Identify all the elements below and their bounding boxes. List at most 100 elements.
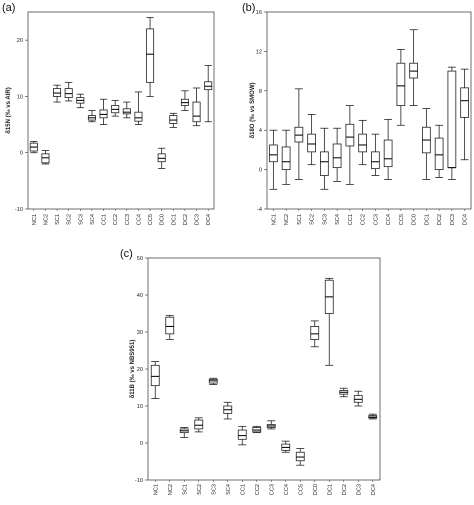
x-tick-label: DC2 [183,214,189,225]
box-DC2 [180,90,189,111]
box-CC3 [266,420,276,430]
y-tick-label: 0 [20,151,23,157]
box-NC2 [41,150,50,165]
y-tick-label: 50 [137,256,143,262]
y-tick-label: 10 [137,404,143,410]
box-SC1 [294,88,304,180]
x-tick-label: NC2 [43,214,49,225]
box-DC3 [192,87,201,127]
iqr-box [157,153,166,163]
y-axis-label: δ18O (‰ vs SMOW) [250,83,256,139]
box-SC1 [53,84,62,103]
iqr-box [237,429,247,440]
y-tick-label: 40 [137,293,143,299]
x-tick-label: CC3 [373,214,379,225]
box-SC3 [76,93,85,109]
iqr-box [310,326,320,340]
x-tick-label: CC5 [148,214,154,225]
box-DC0 [157,147,166,169]
x-tick-label: NC1 [271,214,277,225]
box-DC1 [324,277,334,366]
iqr-box [295,451,305,462]
box-DC0 [310,320,320,348]
y-tick-label: 10 [17,94,23,100]
box-NC1 [150,361,160,400]
plot-frame [147,257,381,481]
box-CC2 [252,425,262,434]
x-tick-label: SC2 [197,484,203,495]
y-tick-label: 16 [256,10,262,16]
x-tick-label: CC3 [269,484,275,495]
plot-frame [266,11,472,210]
x-tick-label: CC1 [348,214,354,225]
x-tick-label: NC2 [168,484,174,495]
x-tick-label: DC0 [313,484,319,495]
box-DC4 [460,68,469,161]
box-SC4 [87,110,96,123]
box-NC2 [281,129,291,185]
iqr-box [269,144,278,163]
x-tick-label: SC3 [211,484,217,495]
box-SC4 [332,127,342,182]
x-tick-label: DC0 [160,214,166,225]
box-NC1 [269,129,278,190]
box-CC4 [281,440,291,453]
iqr-box [192,101,201,123]
iqr-box [169,115,178,124]
x-tick-label: SC2 [67,214,73,225]
box-CC5 [146,17,155,97]
x-tick-label: CC1 [102,214,108,225]
x-tick-label: CC5 [399,214,405,225]
box-CC4 [383,118,393,180]
x-tick-label: CC2 [113,214,119,225]
box-NC2 [165,314,175,340]
x-tick-label: DC3 [356,484,362,495]
y-tick-label: 0 [259,168,262,174]
box-CC5 [396,49,406,126]
y-tick-label: 30 [137,330,143,336]
iqr-box [383,139,393,168]
box-CC1 [345,105,355,185]
x-tick-label: CC4 [284,484,290,495]
x-tick-label: DC4 [463,214,469,225]
panel-label: (a) [2,2,15,14]
y-axis-label: δ11B (‰ vs NBS951) [130,340,136,399]
panel-a: (a) -10 0 10 20 δ15N (‰ vs AIR) NC1 NC2 SC1 SC2 SC… [2,2,215,225]
box-SC3 [208,377,218,385]
x-tick-label: DC3 [195,214,201,225]
x-tick-label: CC1 [240,484,246,495]
x-tick-label: DC1 [327,484,333,495]
y-tick-label: -10 [15,207,23,213]
box-CC4 [134,91,143,125]
x-tick-label: SC2 [310,214,316,225]
box-DC4 [204,65,213,123]
x-tick-label: NC1 [153,484,159,495]
x-tick-label: SC1 [55,214,61,225]
panel-c: (c) -10 0 10 20 30 40 50 δ11B (‰ vs NBS951) NC1 NC… [120,248,381,495]
panel-label: (c) [120,248,133,260]
x-tick-label: DC1 [171,214,177,225]
x-tick-label: CC5 [298,484,304,495]
box-CC2 [111,99,120,117]
x-tick-label: DC4 [371,484,377,495]
iqr-box [53,88,62,97]
iqr-box [281,146,291,171]
y-tick-label: -10 [135,478,143,484]
x-tick-label: CC4 [386,214,392,225]
y-tick-label: -4 [257,207,262,213]
x-tick-label: DC2 [437,214,443,225]
box-DC2 [339,387,349,398]
iqr-box [396,62,406,106]
x-tick-label: SC1 [182,484,188,495]
box-DC0 [409,29,418,106]
x-tick-label: DC0 [412,214,418,225]
x-tick-label: SC3 [322,214,328,225]
iqr-box [122,108,131,115]
x-tick-label: SC1 [297,214,303,225]
x-tick-label: DC2 [342,484,348,495]
box-DC1 [422,108,431,180]
box-SC2 [64,81,73,102]
box-NC1 [29,141,38,154]
y-tick-label: 8 [259,89,262,95]
